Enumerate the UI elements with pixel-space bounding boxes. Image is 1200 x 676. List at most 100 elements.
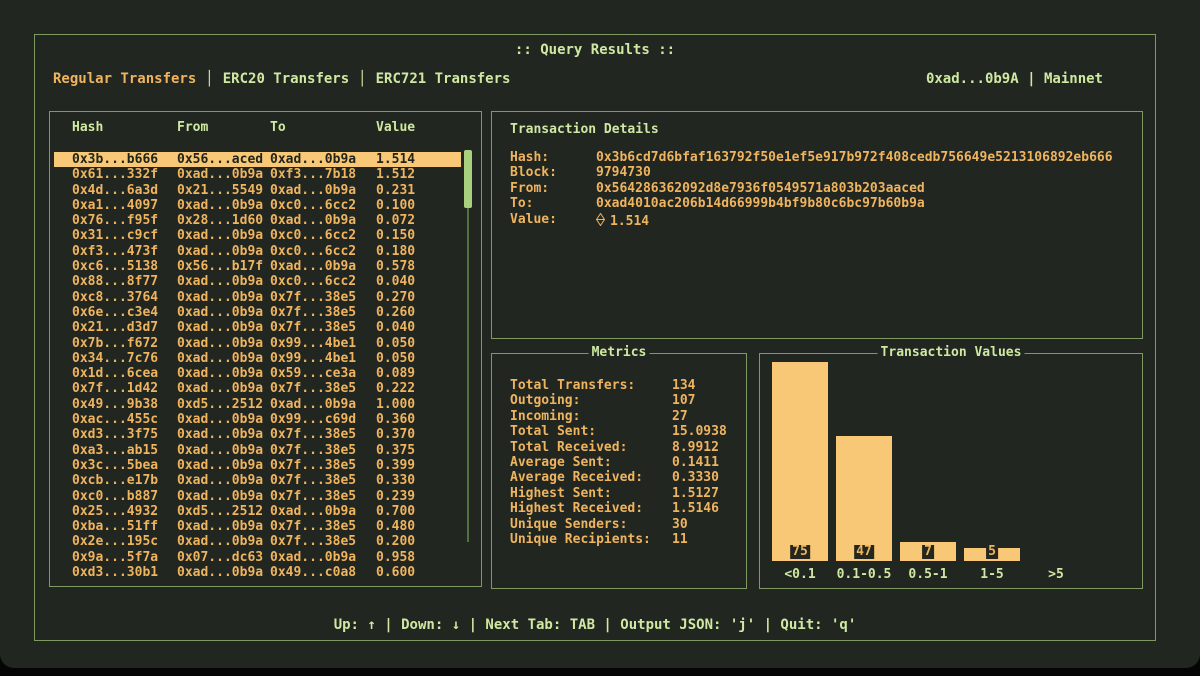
bar-value: 75 — [790, 544, 810, 559]
metric-unique-senders: Unique Senders: 30 — [492, 517, 746, 532]
cell-value: 0.600 — [376, 565, 416, 581]
table-row[interactable]: 0xac...455c 0xad...0b9a 0x99...c69d 0.360 — [54, 412, 461, 427]
cell-hash: 0x25...4932 — [72, 503, 159, 519]
metric-total-transfers: Total Transfers: 134 — [492, 378, 746, 393]
table-row[interactable]: 0xa3...ab15 0xad...0b9a 0x7f...38e5 0.375 — [54, 443, 461, 458]
tab-regular-transfers[interactable]: Regular Transfers — [53, 71, 197, 87]
table-row[interactable]: 0x1d...6cea 0xad...0b9a 0x59...ce3a 0.089 — [54, 366, 461, 381]
table-row[interactable]: 0x7f...1d42 0xad...0b9a 0x7f...38e5 0.222 — [54, 381, 461, 396]
cell-hash: 0xac...455c — [72, 412, 159, 428]
cell-to: 0x7f...38e5 — [270, 488, 357, 504]
tab-erc721-transfers[interactable]: ERC721 Transfers — [375, 71, 511, 87]
table-row[interactable]: 0x3c...5bea 0xad...0b9a 0x7f...38e5 0.399 — [54, 458, 461, 473]
metric-total-sent: Total Sent: 15.0938 — [492, 424, 746, 439]
metrics-panel: Metrics Total Transfers: 134 Outgoing: 107 I… — [491, 345, 747, 589]
table-row[interactable]: 0x49...9b38 0xd5...2512 0xad...0b9a 1.000 — [54, 397, 461, 412]
cell-hash: 0x61...332f — [72, 167, 159, 183]
detail-label: From: — [510, 180, 550, 196]
table-row[interactable]: 0x31...c9cf 0xad...0b9a 0xc0...6cc2 0.150 — [54, 228, 461, 243]
cell-to: 0xad...0b9a — [270, 213, 357, 229]
cell-to: 0x7f...38e5 — [270, 381, 357, 397]
details-fields: Hash: 0x3b6cd7d6bfaf163792f50e1ef5e917b97… — [492, 150, 1142, 229]
table-row[interactable]: 0x9a...5f7a 0x07...dc63 0xad...0b9a 0.958 — [54, 550, 461, 565]
table-row[interactable]: 0xc8...3764 0xad...0b9a 0x7f...38e5 0.270 — [54, 290, 461, 305]
metric-value: 30 — [672, 516, 688, 532]
table-row[interactable]: 0xd3...3f75 0xad...0b9a 0x7f...38e5 0.370 — [54, 427, 461, 442]
table-row[interactable]: 0xa1...4097 0xad...0b9a 0xc0...6cc2 0.100 — [54, 198, 461, 213]
transaction-values-chart: Transaction Values 75 47 7 5 <0.1 0.1-0.5 0.5… — [759, 345, 1143, 589]
table-row[interactable]: 0x25...4932 0xd5...2512 0xad...0b9a 0.700 — [54, 504, 461, 519]
table-row[interactable]: 0xcb...e17b 0xad...0b9a 0x7f...38e5 0.330 — [54, 473, 461, 488]
tab-erc20-transfers[interactable]: ERC20 Transfers — [222, 71, 350, 87]
detail-value: 0x564286362092d8e7936f0549571a803b203aac… — [596, 180, 925, 196]
detail-value: 9794730 — [596, 165, 651, 181]
cell-from: 0xad...0b9a — [177, 519, 264, 535]
cell-value: 0.040 — [376, 274, 416, 290]
cell-hash: 0xd3...30b1 — [72, 565, 159, 581]
cell-from: 0x56...aced — [177, 152, 264, 167]
table-row[interactable]: 0x76...f95f 0x28...1d60 0xad...0b9a 0.072 — [54, 213, 461, 228]
bar-value: 7 — [922, 544, 934, 559]
table-row[interactable]: 0x2e...195c 0xad...0b9a 0x7f...38e5 0.200 — [54, 534, 461, 549]
cell-from: 0xad...0b9a — [177, 534, 264, 550]
table-row[interactable]: 0x21...d3d7 0xad...0b9a 0x7f...38e5 0.040 — [54, 320, 461, 335]
column-header-to: To — [270, 120, 286, 135]
cell-hash: 0xa1...4097 — [72, 197, 159, 213]
table-row[interactable]: 0x88...8f77 0xad...0b9a 0xc0...6cc2 0.040 — [54, 274, 461, 289]
chart-title: Transaction Values — [877, 345, 1025, 361]
cell-from: 0x21...5549 — [177, 182, 264, 198]
transaction-details-panel: Transaction Details Hash: 0x3b6cd7d6bfaf1… — [491, 111, 1143, 339]
metric-label: Incoming: — [510, 408, 581, 424]
cell-to: 0x7f...38e5 — [270, 473, 357, 489]
cell-value: 0.231 — [376, 182, 416, 198]
table-row[interactable]: 0x7b...f672 0xad...0b9a 0x99...4be1 0.050 — [54, 336, 461, 351]
column-header-hash: Hash — [72, 120, 104, 135]
table-row[interactable]: 0x4d...6a3d 0x21...5549 0xad...0b9a 0.231 — [54, 183, 461, 198]
cell-hash: 0xd3...3f75 — [72, 427, 159, 443]
metric-value: 1.5146 — [672, 501, 719, 517]
table-row[interactable]: 0x6e...c3e4 0xad...0b9a 0x7f...38e5 0.260 — [54, 305, 461, 320]
cell-hash: 0xcb...e17b — [72, 473, 159, 489]
cell-from: 0xad...0b9a — [177, 197, 264, 213]
metric-label: Average Sent: — [510, 454, 612, 470]
cell-from: 0xad...0b9a — [177, 320, 264, 336]
cell-value: 0.260 — [376, 304, 416, 320]
bar-value: 5 — [986, 544, 998, 559]
cell-value: 0.360 — [376, 412, 416, 428]
scrollbar-thumb[interactable] — [464, 150, 472, 208]
chart-bars: 75 47 7 5 — [768, 354, 1142, 561]
cell-from: 0xad...0b9a — [177, 289, 264, 305]
metrics-panel-title: Metrics — [588, 345, 650, 361]
cell-from: 0xad...0b9a — [177, 412, 264, 428]
cell-from: 0xad...0b9a — [177, 335, 264, 351]
cell-value: 0.100 — [376, 197, 416, 213]
cell-to: 0xad...0b9a — [270, 259, 357, 275]
table-row[interactable]: 0xd3...30b1 0xad...0b9a 0x49...c0a8 0.600 — [54, 565, 461, 580]
cell-to: 0xad...0b9a — [270, 152, 357, 167]
table-row[interactable]: 0x34...7c76 0xad...0b9a 0x99...4be1 0.050 — [54, 351, 461, 366]
details-title: Transaction Details — [510, 122, 659, 137]
metric-label: Unique Recipients: — [510, 531, 651, 547]
cell-hash: 0x49...9b38 — [72, 396, 159, 412]
table-row[interactable]: 0xf3...473f 0xad...0b9a 0xc0...6cc2 0.180 — [54, 244, 461, 259]
table-row[interactable]: 0x61...332f 0xad...0b9a 0xf3...7b18 1.512 — [54, 167, 461, 182]
table-row[interactable]: 0xc6...5138 0x56...b17f 0xad...0b9a 0.578 — [54, 259, 461, 274]
chart-bar-1-5: 5 — [964, 544, 1020, 561]
metric-value: 0.3330 — [672, 470, 719, 486]
table-row[interactable]: 0xc0...b887 0xad...0b9a 0x7f...38e5 0.239 — [54, 489, 461, 504]
table-row[interactable]: 0xba...51ff 0xad...0b9a 0x7f...38e5 0.480 — [54, 519, 461, 534]
column-header-value: Value — [376, 120, 416, 135]
detail-value: 0x3b6cd7d6bfaf163792f50e1ef5e917b972f408… — [596, 150, 1113, 165]
cell-value: 0.480 — [376, 519, 416, 535]
chart-x-label: 0.5-1 — [908, 567, 948, 582]
cell-value: 0.578 — [376, 259, 416, 275]
metric-label: Outgoing: — [510, 393, 581, 409]
metric-value: 1.5127 — [672, 485, 719, 501]
detail-label: Value: — [510, 211, 557, 227]
cell-hash: 0x31...c9cf — [72, 228, 159, 244]
metric-average-received: Average Received: 0.3330 — [492, 470, 746, 485]
table-row[interactable]: 0x3b...b666 0x56...aced 0xad...0b9a 1.514 — [54, 152, 461, 168]
metric-label: Highest Sent: — [510, 485, 612, 501]
metric-total-received: Total Received: 8.9912 — [492, 440, 746, 455]
cell-value: 0.239 — [376, 488, 416, 504]
